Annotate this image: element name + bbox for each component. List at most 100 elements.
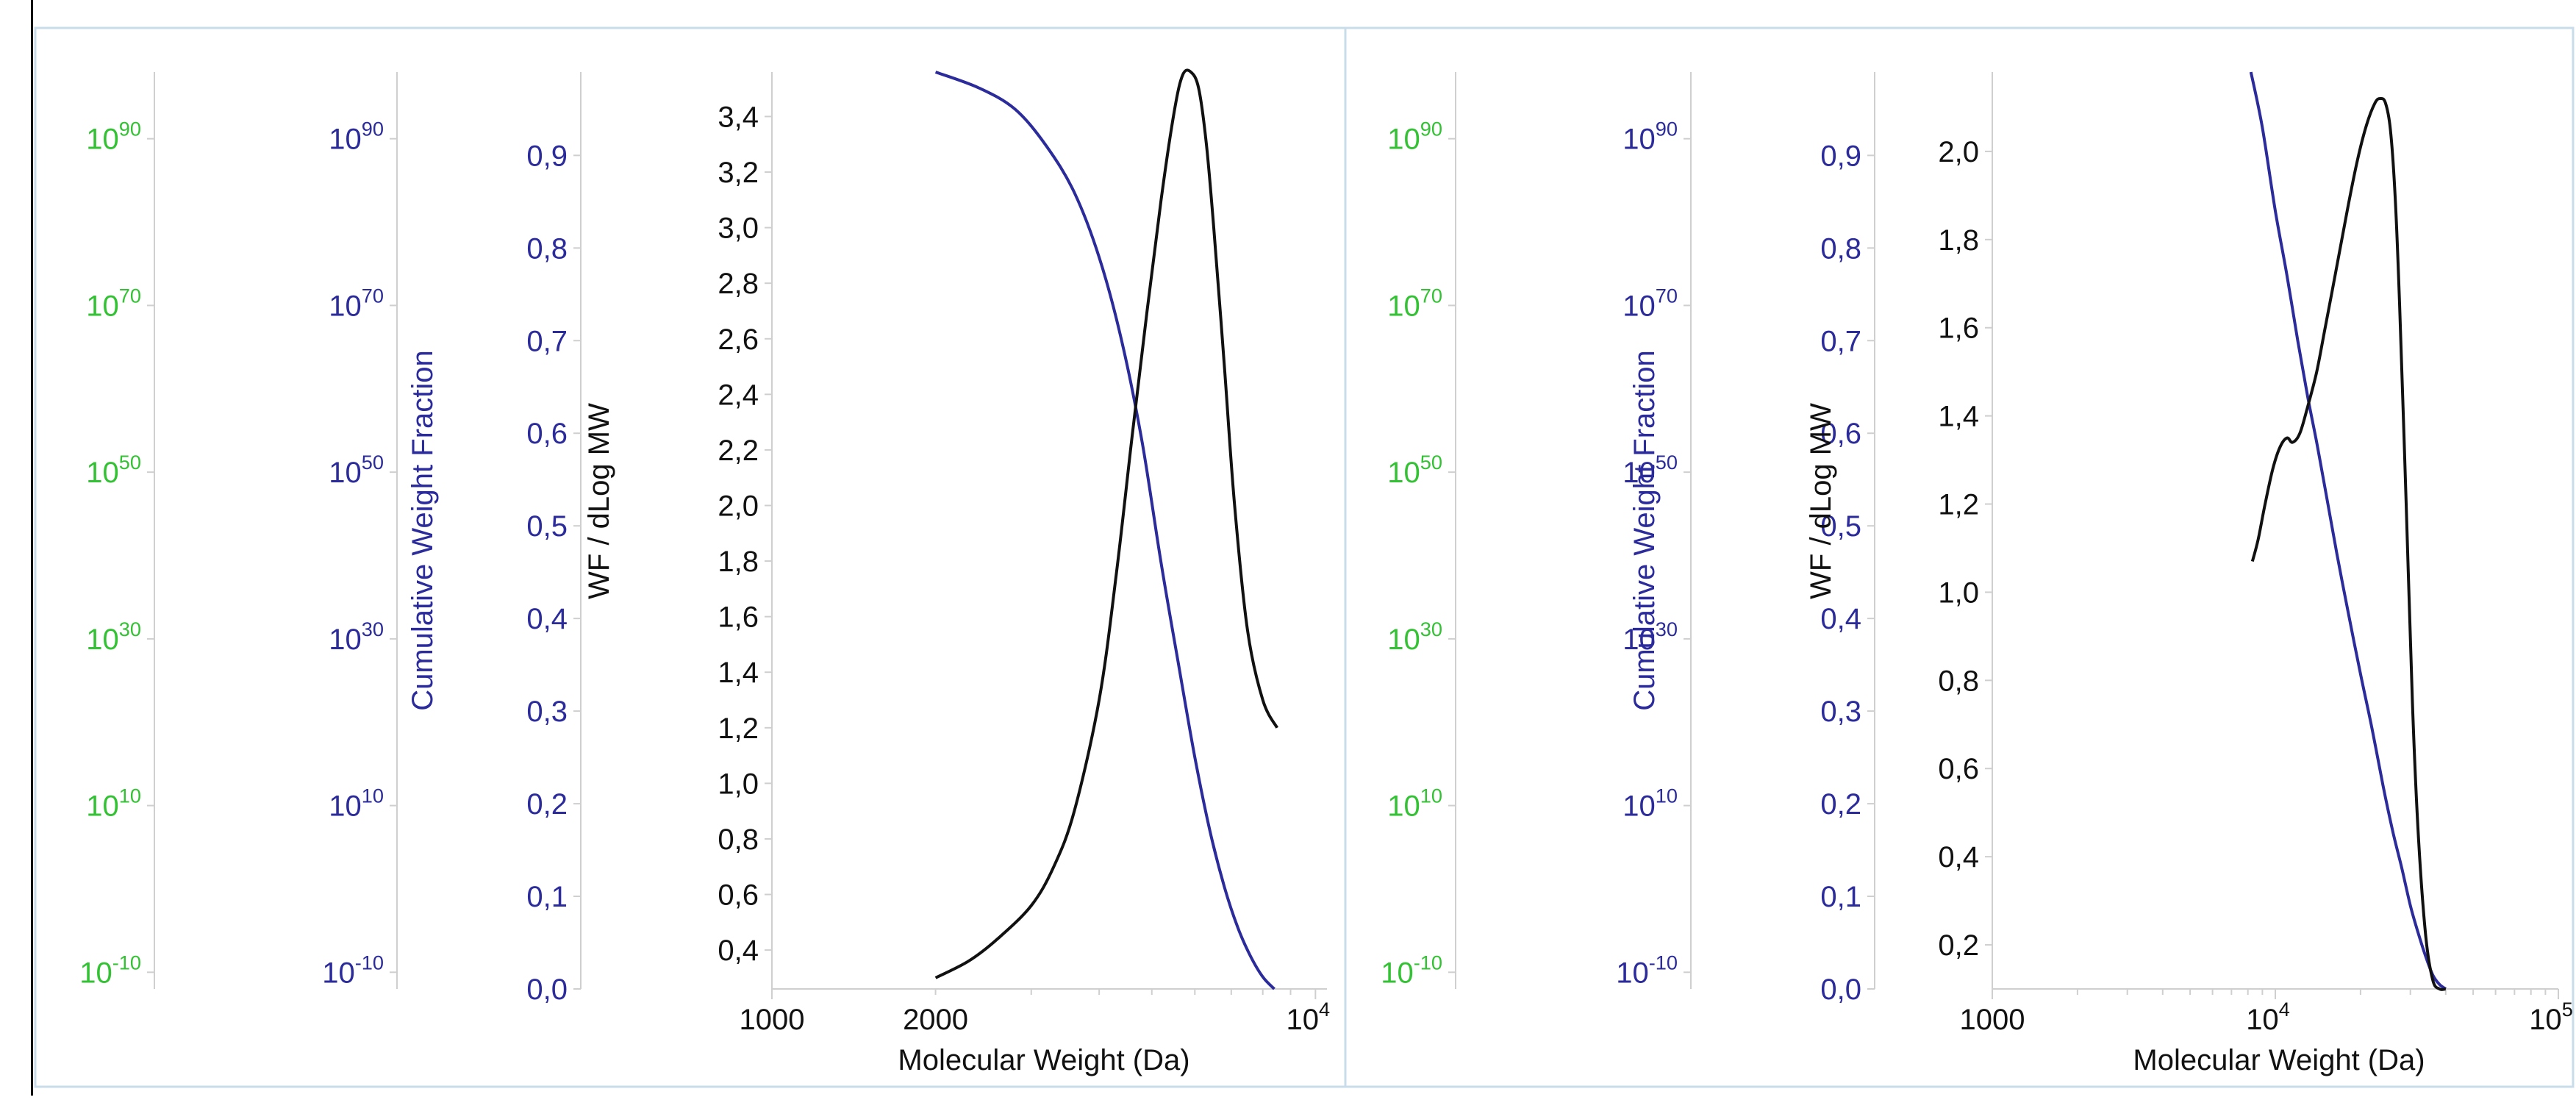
y-tick-label: 0,2 [526,788,568,821]
y-tick-label: 2,8 [718,268,759,300]
y-tick-label: 1090 [86,118,141,156]
y-tick-label: 1050 [329,451,384,489]
series-line-cumulative [2249,71,2447,990]
y-tick-label: 1030 [86,618,141,656]
y-tick-label: 2,0 [1938,136,1979,168]
y-axis-title: Cumulative Weight Fraction [1628,350,1661,711]
y-tick-label: 10-10 [1616,951,1678,989]
y-tick-label: 0,7 [1820,325,1861,357]
y-tick-label: 1090 [1622,118,1678,156]
panel-frame [34,26,1347,1088]
y-tick-label: 0,9 [1820,140,1861,172]
y-tick-label: 3,2 [718,157,759,189]
y-tick-label: 3,4 [718,101,759,133]
y-tick-label: 3,0 [718,212,759,245]
x-tick-label: 1000 [740,1004,805,1036]
y-axis-2: 1090 1070 1050 1030 1010 10-10 Cumulative Weig… [322,72,439,989]
x-axis-title: Molecular Weight (Da) [898,1044,1189,1076]
panel-frame [1344,26,2575,1088]
y-axis-4: 3,4 3,2 3,0 2,8 2,6 2,4 2,2 2,0 1,8 1,6 1,4 1,2 1,0 0… [718,72,773,989]
y-axis-3: 0,9 0,8 0,7 0,6 0,5 0,4 0,3 0,2 0,1 0,0 [1820,72,1875,1006]
y-tick-label: 0,5 [526,510,568,543]
y-tick-label: 0,6 [526,418,568,450]
x-axis-title: Molecular Weight (Da) [2133,1044,2425,1076]
y-tick-label: 1030 [329,618,384,656]
y-tick-label: 1,4 [718,657,759,689]
y-tick-label: 1010 [86,785,141,823]
y-tick-label: 0,7 [526,325,568,357]
y-tick-label: 0,1 [1820,881,1861,913]
chart-panel-right: 1090 1070 1050 1030 1010 10-10 1090 1070 1050 103… [1344,26,2575,1088]
y-tick-label: 2,0 [718,490,759,522]
y-tick-label: 1,2 [1938,489,1979,521]
y-tick-label: 0,2 [1938,929,1979,962]
y-axis-4: 2,0 1,8 1,6 1,4 1,2 1,0 0,8 0,6 0,4 0,2 [1938,72,1993,989]
y-tick-label: 0,4 [1820,603,1861,635]
y-tick-label: 1030 [1387,618,1442,656]
x-tick-label: 1000 [1960,1004,2025,1036]
y-tick-label: 1,0 [718,768,759,800]
y-axis-2: 1090 1070 1050 1030 1010 10-10 Cumulative Weig… [1616,72,1692,989]
y-tick-label: 0,3 [526,696,568,728]
series-line-distribution [2250,96,2447,991]
y-tick-label: 1,8 [1938,224,1979,257]
y-tick-label: 0,5 [1820,510,1861,543]
y-tick-label: 0,0 [526,974,568,1006]
y-tick-label: 2,2 [718,435,759,467]
chart-panel-left: 1090 1070 1050 1030 1010 10-10 1090 1070 1050 103… [34,26,1347,1088]
y-tick-label: 0,8 [1938,665,1979,697]
y-tick-label: 10-10 [79,951,141,989]
y-axis-title: Cumulative Weight Fraction [407,350,439,711]
x-tick-label: 104 [2246,998,2290,1036]
x-tick-label: 105 [2529,998,2573,1036]
y-tick-label: 0,6 [1938,753,1979,785]
y-tick-label: 0,4 [526,603,568,635]
y-tick-label: 1,0 [1938,576,1979,609]
y-tick-label: 0,6 [1820,418,1861,450]
y-tick-label: 0,6 [718,879,759,912]
x-tick-label: 104 [1287,998,1331,1036]
y-tick-label: 1050 [1622,451,1678,489]
y-tick-label: 1,2 [718,712,759,745]
y-tick-label: 0,8 [1820,232,1861,265]
y-tick-label: 0,2 [1820,788,1861,821]
y-tick-label: 0,1 [526,881,568,913]
y-tick-label: 1,6 [718,601,759,634]
y-tick-label: 0,3 [1820,696,1861,728]
y-tick-label: 1010 [1622,785,1678,823]
y-tick-label: 1070 [1387,284,1442,322]
x-tick-label: 2000 [903,1004,968,1036]
series-line-cumulative [934,71,1276,990]
y-tick-label: 0,8 [526,232,568,265]
y-axis-title-distribution: WF / dLog MW [583,403,615,599]
y-tick-label: 0,8 [718,824,759,856]
y-tick-label: 0,4 [1938,841,1979,874]
y-tick-label: 1070 [1622,284,1678,322]
y-tick-label: 0,9 [526,140,568,172]
x-axis: 1000 2000 104 Molecular Weight (Da) [740,988,1331,1076]
page-left-rule [31,0,33,1096]
y-tick-label: 1,8 [718,546,759,578]
y-axis-1: 1090 1070 1050 1030 1010 10-10 [79,72,155,989]
y-tick-label: 2,4 [718,379,759,411]
x-axis: 1000 104 105 Molecular Weight (Da) [1960,988,2573,1076]
y-tick-label: 1030 [1622,618,1678,656]
y-tick-label: 1070 [86,284,141,322]
y-axis-1: 1090 1070 1050 1030 1010 10-10 [1381,72,1456,989]
y-tick-label: 1010 [1387,785,1442,823]
y-tick-label: 10-10 [322,951,384,989]
y-tick-label: 1070 [329,284,384,322]
y-axis-title-distribution: WF / dLog MW [1805,403,1837,599]
y-tick-label: 10-10 [1381,951,1442,989]
y-tick-label: 1,4 [1938,401,1979,433]
series-line-distribution [934,68,1278,979]
y-tick-label: 1050 [86,451,141,489]
y-tick-label: 1090 [329,118,384,156]
y-tick-label: 1050 [1387,451,1442,489]
y-tick-label: 0,0 [1820,974,1861,1006]
y-axis-3: 0,9 0,8 0,7 0,6 0,5 0,4 0,3 0,2 0,1 0,0 [526,72,582,1006]
y-tick-label: 0,4 [718,935,759,967]
y-tick-label: 2,6 [718,324,759,356]
y-tick-label: 1010 [329,785,384,823]
